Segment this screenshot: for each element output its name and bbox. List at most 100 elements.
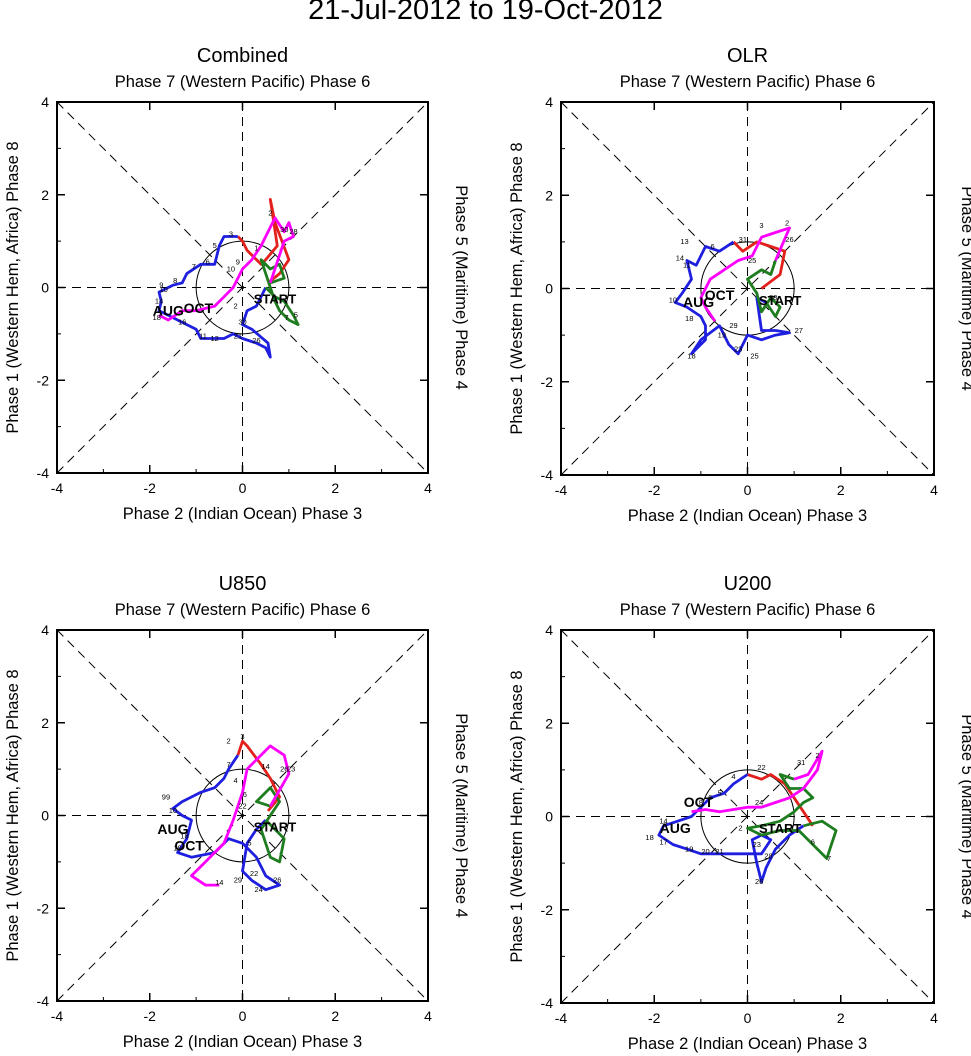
page-title: 21-Jul-2012 to 19-Oct-2012: [308, 0, 663, 26]
start-label: START: [759, 821, 801, 836]
y-tick-label: 2: [545, 715, 553, 731]
trajectory-oct: [158, 216, 295, 322]
trajectory-jul: [236, 197, 291, 284]
x-tick-label: -2: [144, 480, 157, 496]
y-tick-label: -4: [37, 993, 50, 1009]
unit-circle: [700, 769, 795, 864]
day-label: 5: [294, 311, 298, 320]
day-label: 99: [162, 792, 170, 801]
day-label: 26: [280, 764, 288, 773]
day-label: 8: [173, 276, 177, 285]
x-tick-label: -4: [51, 480, 64, 496]
day-label: 18: [645, 833, 653, 842]
day-label: 22: [757, 763, 765, 772]
bottom-axis-label: Phase 2 (Indian Ocean) Phase 3: [628, 1035, 867, 1053]
panel-title: OLR: [727, 45, 768, 67]
day-label: 21: [234, 332, 242, 341]
day-label: 2: [785, 219, 789, 228]
y-tick-label: 0: [41, 808, 49, 824]
month-label-aug: AUG: [683, 294, 714, 310]
panel-title: U850: [219, 573, 267, 595]
day-label: 8: [699, 798, 703, 807]
day-label: 11: [199, 332, 207, 341]
day-label: 28: [764, 851, 772, 860]
day-label: 27: [795, 326, 803, 335]
day-label: 5: [213, 241, 217, 250]
top-axis-label: Phase 7 (Western Pacific) Phase 6: [115, 73, 371, 91]
trajectory-jul: [236, 739, 282, 812]
month-label-aug: AUG: [153, 302, 184, 318]
day-label: 10: [669, 295, 677, 304]
day-label: 14: [262, 762, 270, 771]
x-tick-label: 4: [930, 482, 938, 498]
day-label: 2: [227, 737, 231, 746]
month-label-oct: OCT: [184, 300, 214, 316]
start-label: START: [759, 293, 801, 308]
day-label: 12: [211, 334, 219, 343]
bottom-axis-label: Phase 2 (Indian Ocean) Phase 3: [123, 1033, 362, 1051]
panel-olr: OLR Phase 7 (Western Pacific) Phase 6 Phas…: [508, 45, 971, 525]
day-label: 29: [234, 876, 242, 885]
day-label: 5: [247, 839, 251, 848]
day-label: 1: [254, 243, 258, 252]
day-label: 7: [284, 313, 288, 322]
day-label: 31: [739, 235, 747, 244]
y-tick-label: 2: [41, 715, 49, 731]
panel-title: Combined: [197, 45, 288, 67]
day-label: 16: [178, 318, 186, 327]
day-label: 22: [238, 802, 246, 811]
day-label: 28: [289, 227, 297, 236]
day-label: 7: [827, 854, 831, 863]
trajectory-oct: [691, 749, 824, 814]
trajectory-sep: [254, 786, 286, 864]
panel-u200: U200 Phase 7 (Western Pacific) Phase 6 Pha…: [508, 573, 971, 1053]
top-axis-label: Phase 7 (Western Pacific) Phase 6: [115, 601, 371, 619]
day-label: 3: [240, 732, 244, 741]
day-label: 9: [236, 257, 240, 266]
y-tick-label: -4: [541, 467, 554, 483]
y-tick-label: 4: [41, 622, 49, 638]
day-label: 21: [715, 847, 723, 856]
x-tick-label: -4: [555, 482, 568, 498]
x-tick-label: -2: [144, 1008, 157, 1024]
day-label: 18: [180, 832, 188, 841]
day-label: 25: [748, 256, 756, 265]
day-label: 13: [680, 237, 688, 246]
x-tick-label: 0: [744, 482, 752, 498]
y-tick-label: -4: [541, 995, 554, 1011]
day-label: 19: [718, 330, 726, 339]
day-label: 26: [252, 336, 260, 345]
y-tick-label: 4: [41, 94, 49, 110]
left-axis-label: Phase 1 (Western Hem, Africa) Phase 8: [508, 142, 526, 434]
bottom-axis-label: Phase 2 (Indian Ocean) Phase 3: [628, 507, 867, 525]
start-label: START: [254, 292, 296, 307]
day-label: 7: [227, 760, 231, 769]
bottom-axis-label: Phase 2 (Indian Ocean) Phase 3: [123, 505, 362, 523]
right-axis-label: Phase 5 (Maritime) Phase 4: [958, 186, 971, 391]
day-label: 6: [708, 793, 712, 802]
x-tick-label: 2: [331, 480, 339, 496]
day-label: 22: [250, 869, 258, 878]
y-tick-label: -2: [541, 902, 554, 918]
day-label: 3: [229, 229, 233, 238]
day-label: 6: [811, 837, 815, 846]
trajectory-aug: [157, 235, 272, 359]
day-label: 31: [797, 758, 805, 767]
trajectory-oct: [699, 226, 791, 322]
y-tick-label: 0: [41, 280, 49, 296]
trajectory-sep: [746, 260, 782, 318]
day-label: 19: [685, 844, 693, 853]
y-tick-label: 0: [545, 809, 553, 825]
y-tick-label: 4: [545, 94, 553, 110]
day-label: 26: [755, 877, 763, 886]
x-tick-label: 2: [837, 1010, 845, 1026]
x-tick-label: 0: [239, 480, 247, 496]
x-tick-label: 4: [930, 1010, 938, 1026]
x-tick-label: 0: [744, 1010, 752, 1026]
day-label: 26: [785, 235, 793, 244]
day-label: 11: [683, 261, 691, 270]
y-tick-label: -2: [37, 900, 50, 916]
start-label: START: [254, 820, 296, 835]
day-label: 10: [159, 285, 167, 294]
panel-title: U200: [724, 573, 772, 595]
